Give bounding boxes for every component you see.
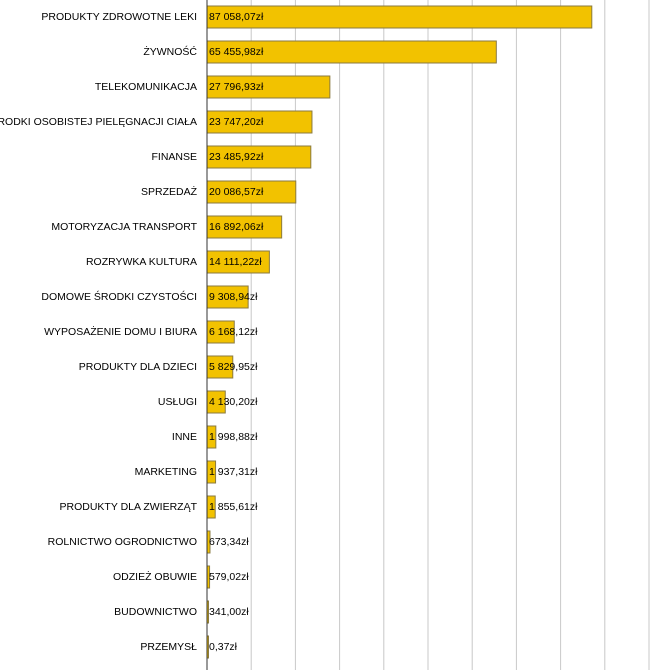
y-tick-label: ODZIEŻ OBUWIE [113,570,197,583]
y-tick-label: PRODUKTY DLA DZIECI [79,361,197,373]
y-tick-label: ROLNICTWO OGRODNICTWO [48,536,197,548]
value-label: 9 308,94zł [209,291,258,303]
value-label: 1 937,31zł [209,466,258,478]
y-tick-label: ŻYWNOŚĆ [143,45,197,58]
value-label: 6 168,12zł [209,326,258,338]
value-label: 1 855,61zł [209,501,258,513]
value-label: 579,02zł [209,571,249,583]
y-tick-label: TELEKOMUNIKACJA [95,81,197,93]
y-tick-label: ROZRYWKA KULTURA [86,256,197,268]
y-tick-label: SPRZEDAŻ [141,185,198,198]
value-label: 20 086,57zł [209,186,264,198]
y-tick-label: ŚRODKI OSOBISTEJ PIELĘGNACJI CIAŁA [0,115,197,128]
y-tick-label: FINANSE [151,151,197,163]
value-label: 16 892,06zł [209,221,264,233]
value-label: 0,37zł [209,641,238,653]
value-label: 87 058,07zł [209,11,264,23]
y-tick-label: WYPOSAŻENIE DOMU I BIURA [44,325,197,338]
y-tick-label: PRODUKTY ZDROWOTNE LEKI [41,11,197,23]
value-label: 341,00zł [209,606,249,618]
value-label: 5 829,95zł [209,361,258,373]
value-label: 14 111,22zł [209,256,262,268]
y-tick-label: MARKETING [135,466,197,478]
bar [206,5,593,29]
value-label: 23 747,20zł [209,116,264,128]
value-label: 27 796,93zł [209,81,264,93]
y-tick-label: USŁUGI [158,396,197,408]
y-tick-label: PRZEMYSŁ [140,641,197,653]
value-label: 23 485,92zł [209,151,264,163]
value-label: 673,34zł [209,536,249,548]
y-tick-label: PRODUKTY DLA ZWIERZĄT [60,501,198,513]
y-tick-label: INNE [172,431,197,443]
y-tick-label: BUDOWNICTWO [114,606,197,618]
y-tick-label: DOMOWE ŚRODKI CZYSTOŚCI [41,290,197,303]
value-label: 1 998,88zł [209,431,258,443]
y-tick-label: MOTORYZACJA TRANSPORT [51,221,197,233]
value-label: 65 455,98zł [209,46,264,58]
value-label: 4 130,20zł [209,396,258,408]
